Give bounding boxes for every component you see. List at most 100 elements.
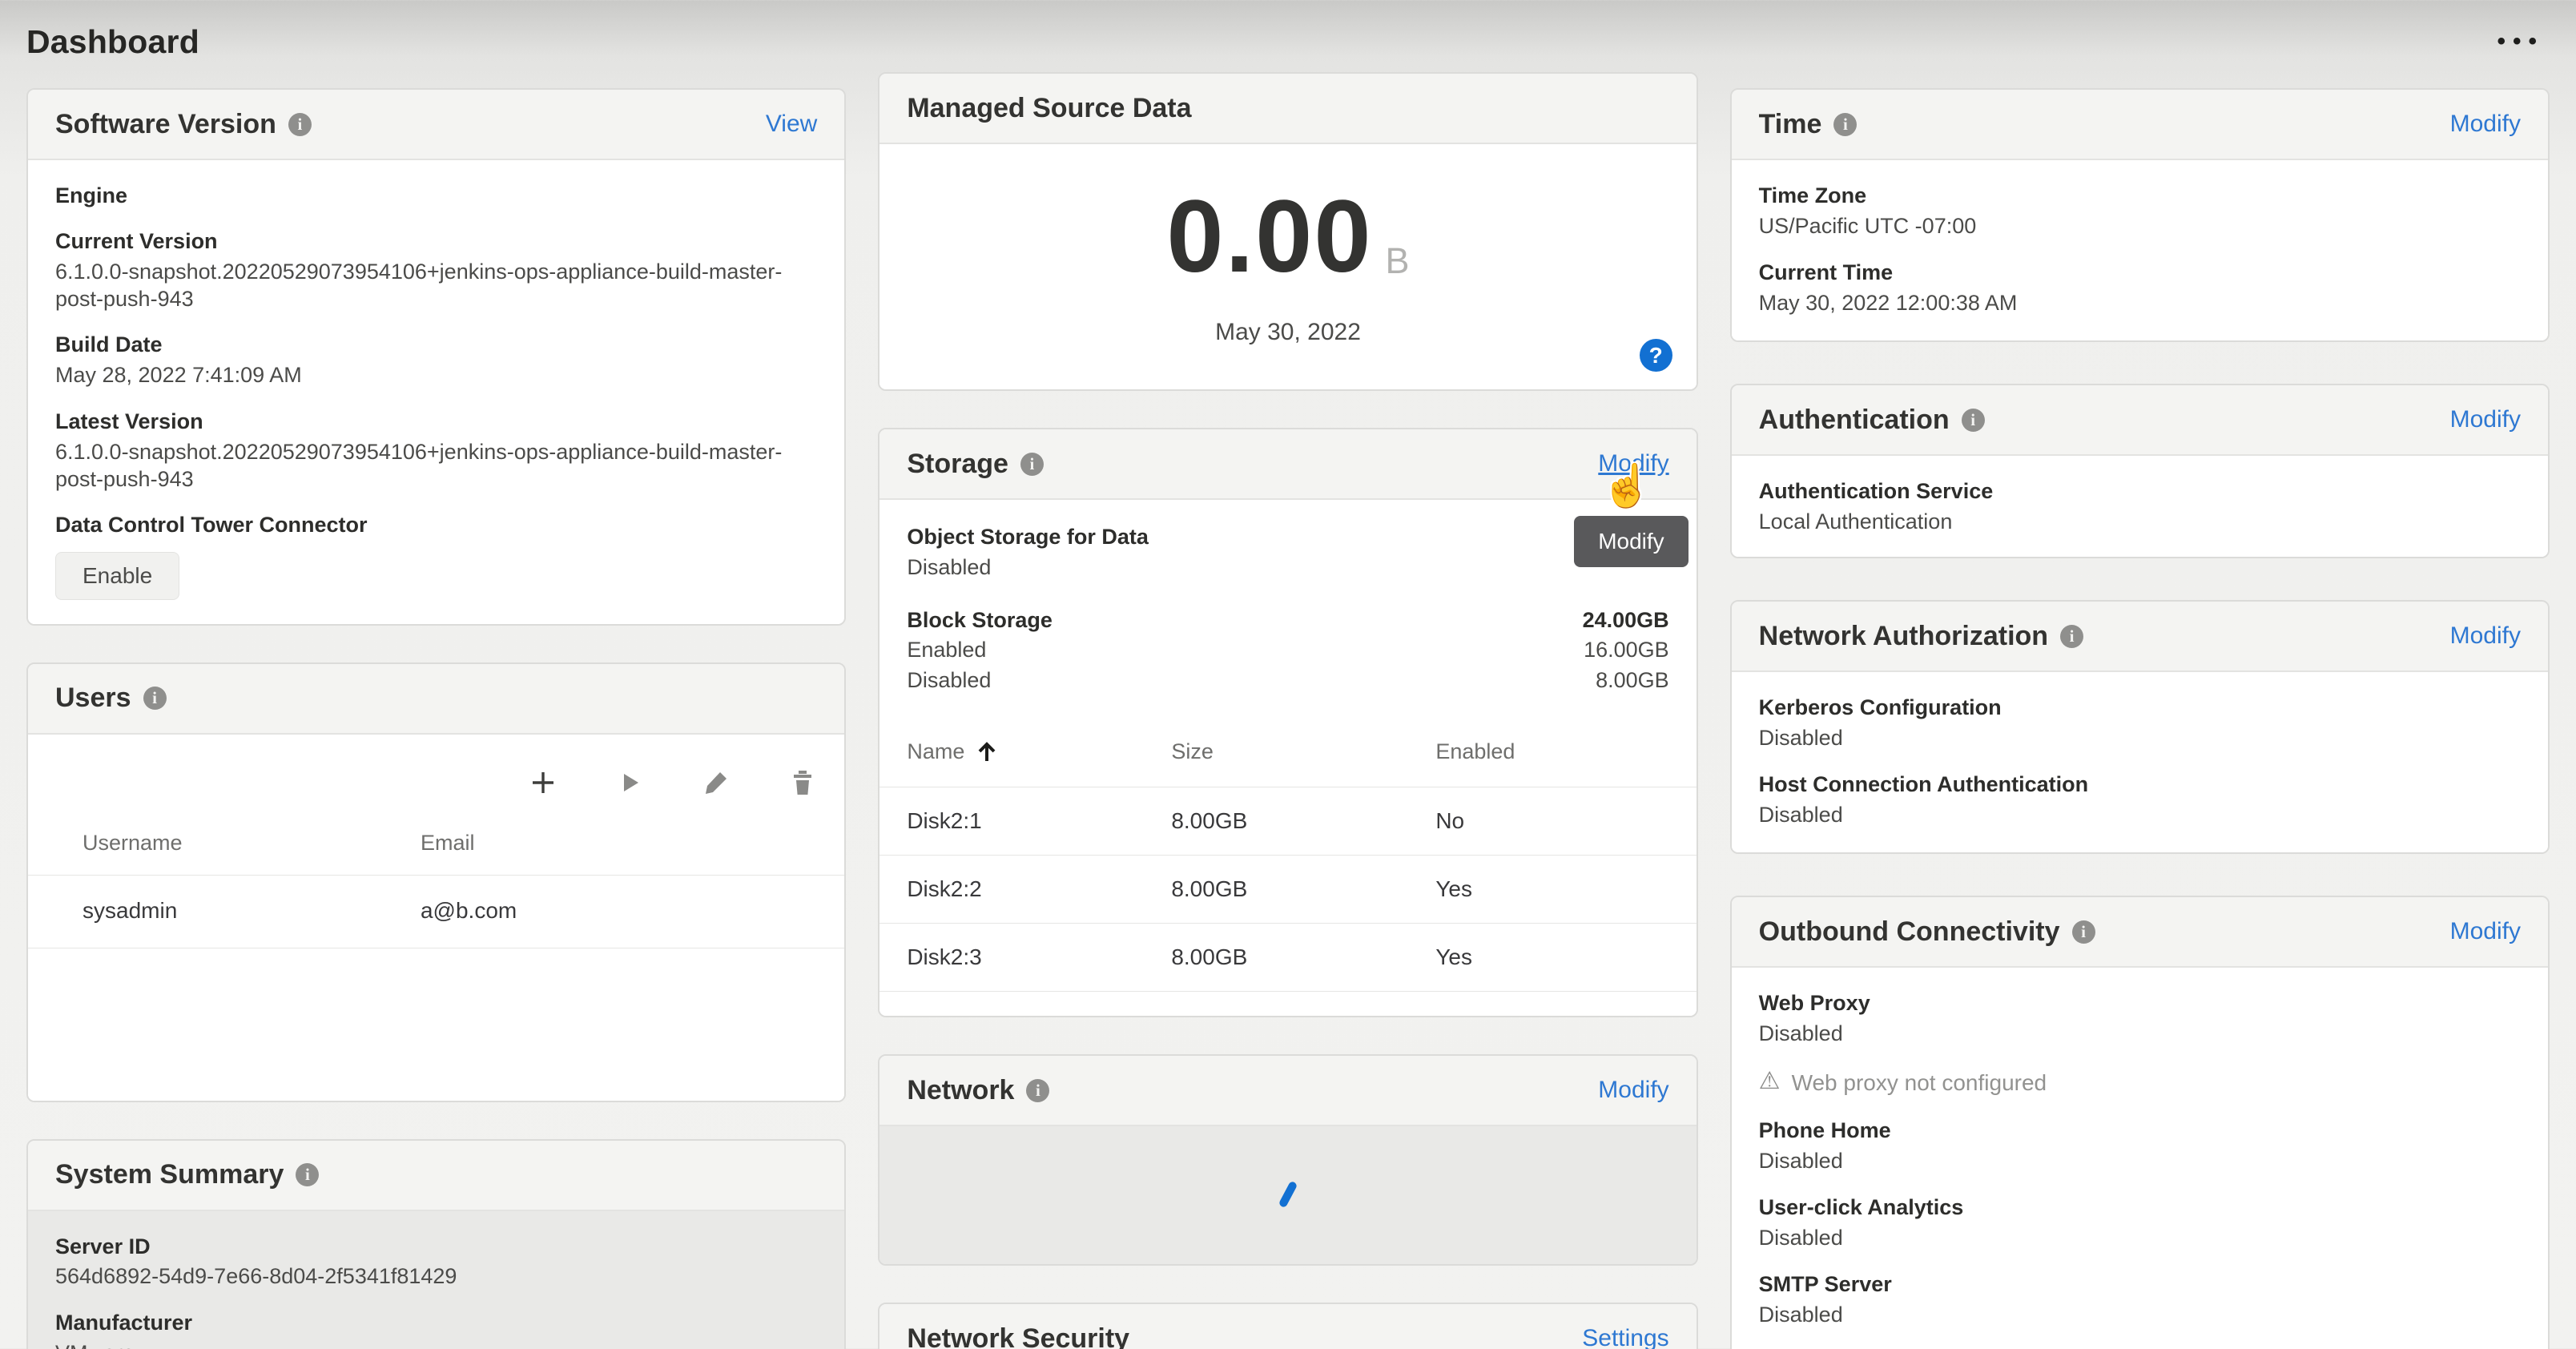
- run-user-icon[interactable]: [615, 768, 644, 797]
- authentication-modify-link[interactable]: Modify: [2449, 406, 2521, 433]
- network-authorization-modify-link[interactable]: Modify: [2449, 622, 2521, 650]
- host-connection-auth-label: Host Connection Authentication: [1758, 771, 2089, 796]
- info-icon[interactable]: i: [143, 687, 167, 710]
- outbound-connectivity-card: Outbound Connectivity i Modify Web Proxy…: [1729, 896, 2550, 1349]
- disk-name-cell: Disk2:2: [907, 876, 982, 902]
- users-col-username[interactable]: Username: [83, 830, 183, 855]
- time-zone-value: US/Pacific UTC -07:00: [1758, 213, 1977, 238]
- disk-name-cell: Disk2:3: [907, 944, 982, 970]
- phone-home-label: Phone Home: [1758, 1118, 1891, 1143]
- storage-body: Object Storage for Data Disabled Block S…: [879, 500, 1697, 1017]
- system-summary-card: System Summary i Server ID 564d6892-54d9…: [26, 1138, 847, 1349]
- column-right: Time i Modify Time Zone US/Pacific UTC -…: [1729, 88, 2550, 1349]
- current-version-value: 6.1.0.0-snapshot.20220529073954106+jenki…: [55, 259, 783, 311]
- time-modify-link[interactable]: Modify: [2449, 111, 2521, 137]
- software-version-body: Engine Current Version 6.1.0.0-snapshot.…: [28, 160, 845, 624]
- info-icon[interactable]: i: [1833, 112, 1858, 136]
- software-version-title: Software Version i: [55, 109, 312, 140]
- loading-spinner-icon: [1278, 1180, 1298, 1209]
- add-user-icon[interactable]: [529, 768, 557, 797]
- column-center: Managed Source Data 0.00 B May 30, 2022 …: [878, 72, 1698, 1349]
- overflow-menu-icon[interactable]: •••: [2497, 28, 2544, 54]
- users-toolbar: [28, 757, 844, 831]
- dct-connector-label: Data Control Tower Connector: [55, 512, 368, 537]
- authentication-body: Authentication Service Local Authenticat…: [1731, 456, 2548, 558]
- outbound-modify-link[interactable]: Modify: [2449, 918, 2521, 945]
- info-icon[interactable]: i: [288, 112, 312, 136]
- storage-table-row: Disk2:2 8.00GB Yes: [879, 855, 1697, 923]
- system-summary-header: System Summary i: [28, 1140, 845, 1211]
- network-card: Network i Modify: [878, 1054, 1698, 1266]
- block-enabled-value: 16.00GB: [1584, 638, 1669, 662]
- managed-data-date: May 30, 2022: [1215, 319, 1361, 345]
- block-disabled-label: Disabled: [907, 668, 992, 693]
- users-body-padding: [28, 948, 844, 1101]
- managed-source-data-card: Managed Source Data 0.00 B May 30, 2022 …: [878, 72, 1698, 391]
- info-icon[interactable]: i: [2071, 920, 2095, 944]
- web-proxy-warning: ⚠ Web proxy not configured: [1759, 1067, 2521, 1098]
- network-security-title: Network Security: [907, 1323, 1129, 1349]
- users-col-email[interactable]: Email: [420, 830, 475, 855]
- email-cell: a@b.com: [420, 897, 517, 923]
- storage-col-enabled[interactable]: Enabled: [1435, 739, 1515, 764]
- storage-table-header: Name Size Enabled: [879, 719, 1696, 787]
- info-icon[interactable]: i: [2060, 624, 2084, 648]
- managed-source-data-header: Managed Source Data: [879, 74, 1697, 144]
- authentication-title: Authentication i: [1759, 405, 1985, 436]
- authentication-header: Authentication i Modify: [1731, 385, 2548, 457]
- info-icon[interactable]: i: [1961, 408, 1985, 432]
- disk-enabled-cell: Yes: [1435, 876, 1473, 902]
- delete-user-icon[interactable]: [788, 768, 817, 797]
- storage-card: Storage i Modify ☝ Modify Object Storage…: [878, 428, 1698, 1018]
- users-body: Username Email sysadmin a@b.com: [28, 734, 845, 1101]
- smtp-server-value: Disabled: [1758, 1302, 1843, 1327]
- outbound-connectivity-title-text: Outbound Connectivity: [1758, 916, 2060, 947]
- outbound-connectivity-title: Outbound Connectivity i: [1759, 916, 2095, 948]
- network-authorization-header: Network Authorization i Modify: [1731, 602, 2548, 673]
- disk-size-cell: 8.00GB: [1171, 808, 1248, 834]
- info-icon[interactable]: i: [1020, 452, 1044, 476]
- software-version-title-text: Software Version: [55, 108, 276, 139]
- time-header: Time i Modify: [1731, 90, 2548, 160]
- time-zone-label: Time Zone: [1758, 183, 1867, 207]
- storage-col-name[interactable]: Name: [907, 739, 1171, 764]
- network-authorization-title-text: Network Authorization: [1758, 620, 2049, 651]
- users-table-row[interactable]: sysadmin a@b.com: [28, 874, 845, 948]
- managed-source-data-body: 0.00 B May 30, 2022 ?: [879, 144, 1697, 389]
- outbound-connectivity-body: Web Proxy Disabled ⚠ Web proxy not confi…: [1731, 968, 2548, 1349]
- disk-enabled-cell: No: [1435, 808, 1465, 834]
- disk-size-cell: 8.00GB: [1171, 944, 1248, 970]
- info-icon[interactable]: i: [296, 1163, 320, 1186]
- web-proxy-warning-text: Web proxy not configured: [1791, 1070, 2047, 1096]
- kerberos-value: Disabled: [1758, 726, 1843, 750]
- network-modify-link[interactable]: Modify: [1598, 1077, 1669, 1104]
- help-icon[interactable]: ?: [1639, 339, 1672, 372]
- auth-service-value: Local Authentication: [1758, 509, 1953, 534]
- build-date-value: May 28, 2022 7:41:09 AM: [55, 363, 302, 388]
- network-authorization-body: Kerberos Configuration Disabled Host Con…: [1731, 672, 2548, 853]
- current-time-label: Current Time: [1758, 260, 1894, 284]
- network-header: Network i Modify: [879, 1056, 1697, 1127]
- software-version-card: Software Version i View Engine Current V…: [26, 88, 847, 626]
- sort-ascending-icon[interactable]: [976, 741, 998, 763]
- storage-col-name-text: Name: [907, 739, 965, 764]
- info-icon[interactable]: i: [1026, 1078, 1050, 1102]
- edit-user-icon[interactable]: [702, 768, 731, 797]
- storage-modify-link[interactable]: Modify: [1598, 450, 1669, 477]
- user-click-analytics-label: User-click Analytics: [1758, 1195, 1964, 1219]
- server-id-label: Server ID: [55, 1234, 151, 1258]
- storage-title: Storage i: [907, 449, 1044, 480]
- network-security-header: Network Security Settings: [879, 1304, 1697, 1349]
- enable-button[interactable]: Enable: [55, 551, 180, 600]
- storage-col-size[interactable]: Size: [1171, 739, 1214, 764]
- network-body: [879, 1126, 1697, 1265]
- column-left: Software Version i View Engine Current V…: [26, 88, 847, 1349]
- web-proxy-label: Web Proxy: [1758, 991, 1870, 1016]
- manufacturer-value: VMware: [55, 1340, 817, 1349]
- object-storage-label: Object Storage for Data: [907, 525, 1149, 549]
- view-link[interactable]: View: [765, 111, 818, 137]
- modify-tooltip: Modify: [1574, 516, 1688, 567]
- system-summary-body: Server ID 564d6892-54d9-7e66-8d04-2f5341…: [28, 1210, 845, 1349]
- network-security-settings-link[interactable]: Settings: [1582, 1325, 1669, 1349]
- manufacturer-label: Manufacturer: [55, 1311, 193, 1335]
